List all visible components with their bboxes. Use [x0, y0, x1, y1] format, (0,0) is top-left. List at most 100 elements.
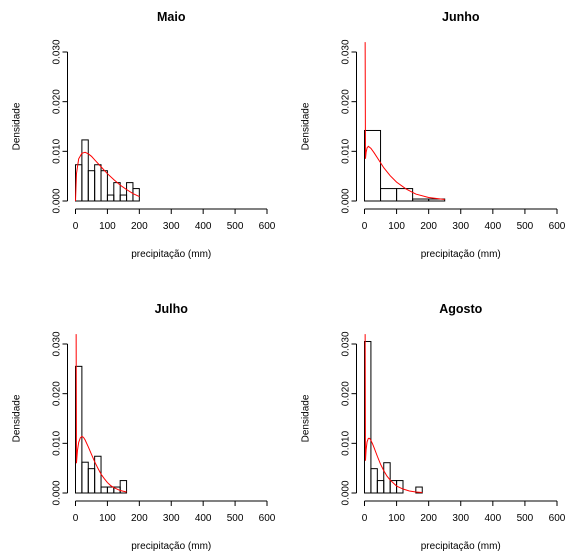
x-tick-label: 600 — [549, 221, 566, 232]
y-tick-label: 0.030 — [52, 331, 63, 356]
histogram-bar — [87, 468, 96, 494]
histogram-bars — [75, 365, 128, 494]
x-tick-label: 100 — [99, 513, 116, 524]
y-tick-label: 0.030 — [341, 331, 352, 356]
x-tick-label: 600 — [259, 513, 276, 524]
histogram-bars — [364, 341, 423, 494]
y-tick-label: 0.010 — [52, 138, 63, 163]
panel-junho: Junho 0 100 200 300 400 500 600 precipitação (mm… — [301, 10, 566, 260]
histogram-bar — [119, 480, 128, 494]
x-tick-label: 600 — [259, 221, 276, 232]
y-tick-label: 0.020 — [341, 381, 352, 406]
histogram-bar — [81, 461, 89, 494]
histogram-bar — [380, 188, 398, 202]
x-tick-label: 200 — [420, 513, 437, 524]
density-curve — [364, 42, 445, 201]
histogram-bar — [100, 170, 108, 202]
histogram-bars — [364, 129, 446, 202]
y-tick-label: 0.020 — [341, 89, 352, 114]
y-axis-label: Densidade — [301, 102, 312, 150]
y-axis-label: Densidade — [301, 394, 312, 442]
histogram-bar — [415, 486, 423, 494]
y-tick-label: 0.030 — [52, 39, 63, 64]
x-tick-label: 200 — [131, 513, 148, 524]
histogram-bar — [364, 341, 372, 494]
density-curve — [364, 334, 423, 493]
x-tick-label: 200 — [420, 221, 437, 232]
y-tick-label: 0.010 — [52, 430, 63, 455]
x-tick-label: 400 — [195, 513, 212, 524]
x-tick-label: 600 — [549, 513, 566, 524]
x-axis: 0 100 200 300 400 500 600 — [73, 500, 276, 524]
histogram-bars — [75, 139, 140, 202]
y-tick-label: 0.000 — [52, 480, 63, 505]
y-tick-label: 0.020 — [52, 381, 63, 406]
x-tick-label: 400 — [484, 221, 501, 232]
x-tick-label: 300 — [163, 221, 180, 232]
x-tick-label: 200 — [131, 221, 148, 232]
x-tick-label: 0 — [73, 221, 79, 232]
x-tick-label: 100 — [388, 221, 405, 232]
x-tick-label: 400 — [484, 513, 501, 524]
panel-agosto: Agosto 0 100 200 300 400 500 600 precipitação (m… — [301, 302, 566, 552]
x-tick-label: 0 — [362, 221, 368, 232]
histogram-bar — [94, 164, 102, 202]
x-tick-label: 0 — [73, 513, 79, 524]
x-axis: 0 100 200 300 400 500 600 — [362, 500, 566, 524]
y-tick-label: 0.000 — [341, 188, 352, 213]
histogram-bar — [75, 365, 83, 494]
y-axis: 0.000 0.010 0.020 0.030 — [341, 39, 357, 214]
y-tick-label: 0.000 — [341, 480, 352, 505]
panel-title: Julho — [155, 302, 189, 316]
x-tick-label: 0 — [362, 513, 368, 524]
panel-julho: Julho 0 100 200 300 400 500 600 precipitação (mm… — [12, 302, 276, 552]
density-curve — [75, 151, 140, 202]
y-axis-label: Densidade — [12, 102, 23, 150]
y-tick-label: 0.030 — [341, 39, 352, 64]
histogram-bar — [396, 480, 404, 494]
x-axis-label: precipitação (mm) — [131, 249, 211, 260]
histogram-bar — [370, 468, 378, 494]
x-tick-label: 300 — [163, 513, 180, 524]
x-axis-label: precipitação (mm) — [131, 541, 211, 552]
x-tick-label: 100 — [99, 221, 116, 232]
histogram-bar — [396, 188, 414, 202]
y-tick-label: 0.010 — [341, 430, 352, 455]
histogram-bar — [94, 455, 102, 494]
density-curve — [75, 334, 127, 493]
x-axis-label: precipitação (mm) — [421, 249, 501, 260]
y-axis-label: Densidade — [12, 394, 23, 442]
y-tick-label: 0.010 — [341, 138, 352, 163]
x-tick-label: 500 — [227, 513, 244, 524]
x-tick-label: 500 — [227, 221, 244, 232]
panel-maio: Maio 0 100 200 300 400 500 600 precipitação (mm)… — [12, 10, 276, 260]
histogram-bar — [106, 194, 115, 202]
panel-title: Agosto — [439, 302, 482, 316]
x-tick-label: 500 — [517, 221, 534, 232]
panel-title: Junho — [442, 10, 480, 24]
histogram-bar — [376, 480, 385, 494]
histogram-bar — [87, 170, 96, 202]
x-axis-label: precipitação (mm) — [421, 541, 501, 552]
x-tick-label: 300 — [452, 221, 469, 232]
histogram-bar — [364, 129, 382, 202]
y-axis: 0.000 0.010 0.020 0.030 — [341, 331, 357, 506]
histogram-bar — [113, 182, 121, 202]
x-axis: 0 100 200 300 400 500 600 — [73, 208, 276, 232]
y-axis: 0.000 0.010 0.020 0.030 — [52, 39, 68, 214]
y-tick-label: 0.020 — [52, 89, 63, 114]
y-axis: 0.000 0.010 0.020 0.030 — [52, 331, 68, 506]
histogram-bar — [383, 462, 391, 494]
histogram-bar — [81, 139, 89, 202]
histogram-bar — [106, 486, 115, 494]
y-tick-label: 0.000 — [52, 188, 63, 213]
x-tick-label: 100 — [388, 513, 405, 524]
histogram-bar — [132, 188, 140, 202]
x-tick-label: 400 — [195, 221, 212, 232]
histogram-bar — [100, 486, 108, 494]
histogram-bar — [119, 194, 128, 202]
histogram-bar — [412, 198, 430, 202]
panel-title: Maio — [157, 10, 186, 24]
x-tick-label: 500 — [517, 513, 534, 524]
